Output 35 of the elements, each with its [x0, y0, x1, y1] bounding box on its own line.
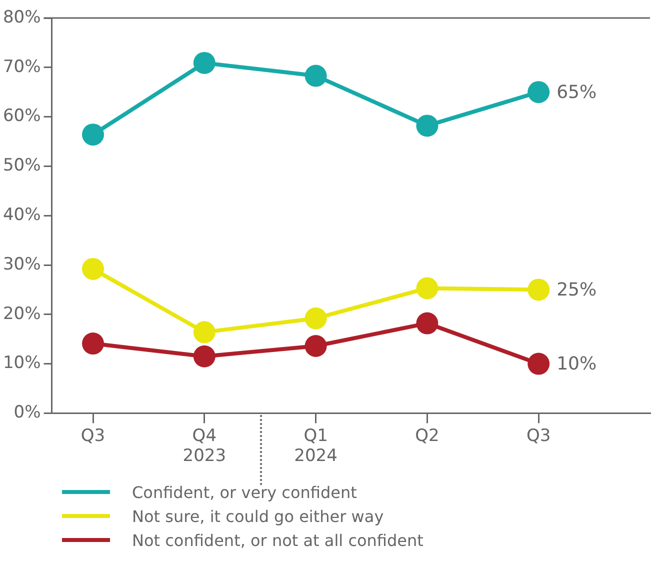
- legend-label: Not confident, or not at all confident: [132, 530, 424, 550]
- point: [82, 332, 104, 355]
- y-tick-label: 80%: [2, 7, 41, 28]
- point: [416, 277, 438, 300]
- x-tick-label: Q3: [526, 426, 551, 446]
- x-tick-label: Q1 2024: [294, 426, 338, 466]
- point: [304, 335, 327, 358]
- data-label: 10%: [556, 353, 597, 374]
- x-tick-label: Q3: [80, 426, 106, 446]
- point: [528, 81, 550, 104]
- legend-label: Confident, or very confident: [132, 482, 357, 502]
- data-label: 25%: [556, 279, 597, 300]
- legend-label: Not sure, it could go either way: [132, 506, 384, 526]
- y-tick-label: 0%: [14, 402, 41, 423]
- point: [416, 312, 438, 334]
- point: [82, 124, 104, 146]
- x-tick-label: Q4 2023: [182, 426, 226, 466]
- point: [304, 64, 327, 87]
- point: [528, 352, 550, 375]
- y-tick-label: 70%: [2, 56, 41, 77]
- point: [193, 321, 216, 344]
- y-tick-label: 30%: [2, 254, 41, 274]
- x-tick-label: Q2: [415, 426, 440, 446]
- point: [416, 114, 438, 137]
- y-tick-label: 50%: [2, 156, 41, 176]
- point: [528, 278, 550, 301]
- y-tick-label: 40%: [2, 205, 41, 226]
- point: [304, 307, 327, 330]
- data-label: 65%: [556, 82, 597, 103]
- y-tick-label: 20%: [2, 304, 41, 324]
- y-tick-label: 60%: [2, 106, 41, 126]
- y-tick-label: 10%: [2, 353, 41, 374]
- point: [193, 52, 216, 74]
- point: [82, 258, 104, 280]
- point: [193, 345, 216, 368]
